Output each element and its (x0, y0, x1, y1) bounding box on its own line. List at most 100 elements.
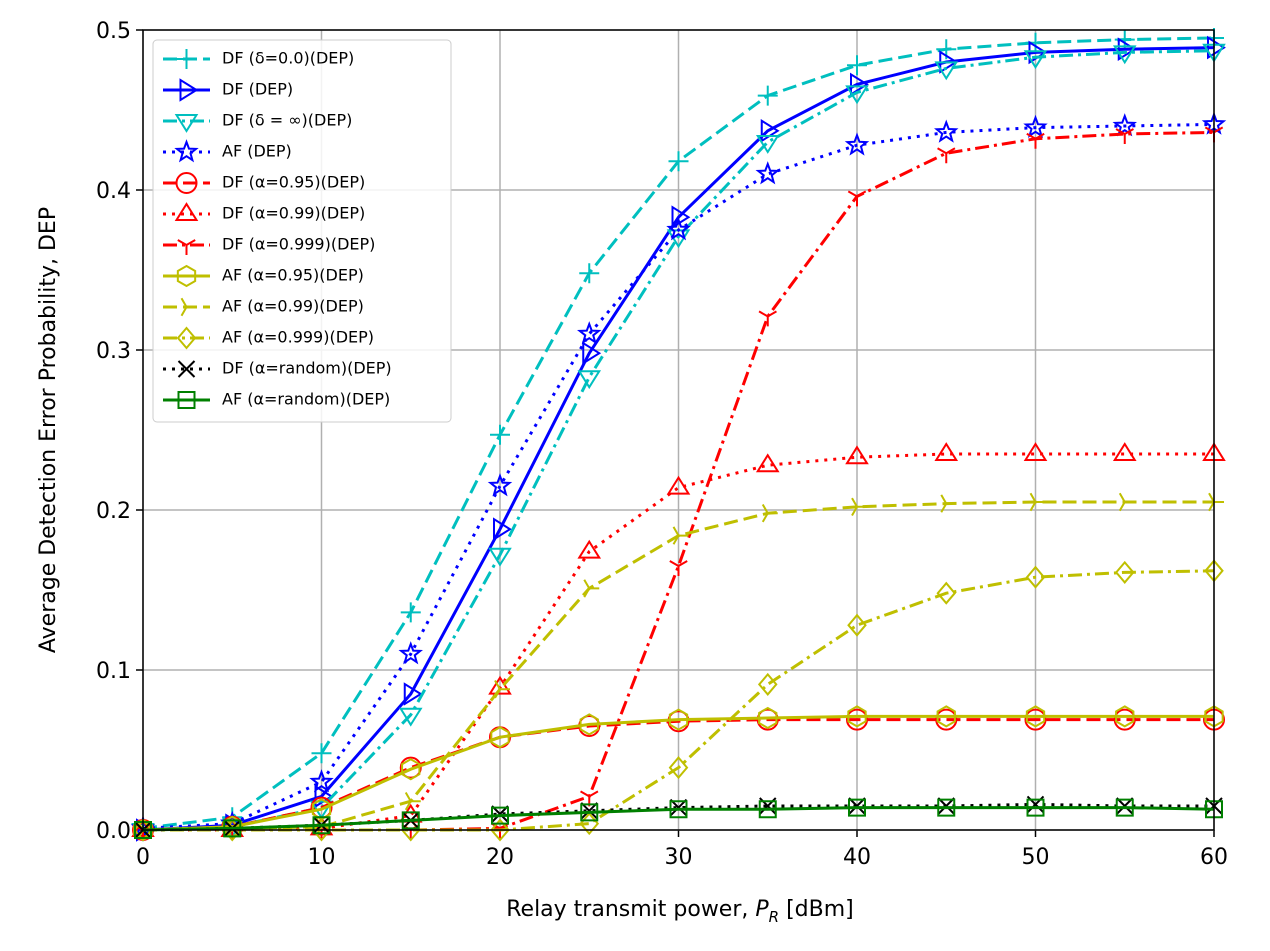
legend-label: DF (δ = ∞)(DEP) (222, 111, 352, 130)
data-marker (936, 705, 956, 728)
data-marker (847, 705, 867, 728)
data-marker (583, 579, 600, 598)
legend-label: AF (α=random)(DEP) (222, 390, 390, 409)
data-marker (934, 442, 959, 461)
y-tick-label: 0.1 (96, 659, 131, 684)
data-marker (850, 72, 869, 97)
data-marker (757, 672, 778, 696)
data-marker (580, 802, 598, 820)
legend-marker (180, 297, 197, 317)
x-tick-label: 40 (843, 845, 871, 870)
data-marker (671, 205, 691, 230)
data-marker (1025, 565, 1046, 589)
data-marker (488, 547, 512, 567)
data-marker (134, 821, 152, 839)
data-marker (847, 55, 867, 76)
data-marker (845, 85, 869, 105)
data-marker (936, 581, 957, 605)
data-marker (1112, 442, 1137, 461)
data-marker (848, 797, 866, 815)
legend-marker (174, 114, 199, 133)
x-label-text: Relay transmit power, (506, 897, 755, 922)
data-marker (579, 713, 599, 736)
legend-marker (177, 391, 196, 409)
y-tick-label: 0.4 (96, 179, 131, 204)
data-marker (672, 526, 689, 545)
series-line (142, 806, 1215, 832)
data-marker (937, 147, 956, 164)
data-marker (851, 497, 867, 516)
data-marker (309, 769, 334, 793)
data-marker (934, 61, 959, 81)
data-marker (1025, 705, 1046, 728)
x-label-symbol: P (755, 897, 769, 922)
legend-label: DF (α=0.999)(DEP) (222, 235, 375, 254)
data-marker (401, 811, 420, 830)
data-marker (668, 756, 689, 780)
legend: DF (δ=0.0)(DEP) DF (DEP) DF (δ = ∞)(DEP) AF… (152, 39, 452, 423)
data-marker (1023, 442, 1048, 461)
legend-label: DF (α=random)(DEP) (222, 359, 392, 378)
legend-label: DF (α=0.99)(DEP) (222, 204, 365, 223)
data-marker (666, 475, 691, 495)
series-line (142, 714, 1214, 832)
data-marker (1026, 798, 1045, 817)
x-tick-label: 20 (486, 845, 514, 870)
legend-marker (176, 49, 197, 69)
data-marker (490, 726, 510, 749)
data-marker (669, 798, 688, 817)
data-marker (845, 445, 869, 465)
data-marker (761, 504, 778, 523)
data-marker (757, 85, 778, 106)
data-marker (490, 424, 510, 445)
data-marker (1115, 798, 1134, 817)
data-marker (1117, 37, 1137, 62)
data-marker (847, 613, 867, 637)
data-marker (758, 800, 777, 819)
plot-frame (142, 29, 1215, 831)
data-marker (577, 321, 602, 345)
data-marker (1113, 708, 1136, 731)
data-marker (1208, 492, 1224, 512)
legend-label: DF (α=0.95)(DEP) (222, 173, 365, 192)
legend-label: DF (DEP) (222, 80, 293, 99)
legend-marker (175, 172, 198, 194)
data-marker (758, 706, 778, 730)
data-marker (403, 682, 423, 706)
y-axis-label: Average Detection Error Probability, DEP (36, 207, 61, 653)
data-marker (579, 263, 600, 284)
legend-label: DF (δ=0.0)(DEP) (222, 49, 354, 68)
data-marker (222, 818, 243, 842)
data-marker (490, 818, 510, 842)
data-marker (401, 758, 421, 781)
series-line (142, 122, 1215, 830)
data-marker (1205, 800, 1223, 819)
legend-marker (176, 264, 197, 288)
legend-label: AF (α=0.95)(DEP) (222, 266, 364, 285)
data-marker (494, 680, 510, 699)
data-marker (937, 798, 956, 817)
data-marker (1029, 492, 1046, 512)
data-marker (1026, 132, 1045, 149)
data-marker (1207, 35, 1226, 60)
legend-label: AF (α=0.99)(DEP) (222, 297, 364, 316)
data-marker (1115, 128, 1134, 144)
data-marker (668, 151, 689, 172)
data-marker (755, 135, 780, 154)
legend-box (152, 39, 452, 423)
data-marker (1202, 708, 1226, 731)
data-marker (133, 818, 153, 842)
legend-label: AF (DEP) (222, 142, 292, 161)
data-marker (669, 800, 688, 819)
x-axis-label: Relay transmit power, PR [dBm] (506, 897, 854, 926)
x-tick-label: 60 (1200, 845, 1228, 870)
data-marker (934, 119, 959, 143)
data-marker (844, 132, 870, 156)
y-tick-label: 0.0 (96, 819, 131, 844)
y-tick-label: 0.2 (96, 499, 131, 524)
data-marker (755, 453, 780, 473)
legend-marker (177, 239, 196, 255)
x-tick-label: 30 (665, 845, 693, 870)
data-marker (491, 806, 509, 825)
